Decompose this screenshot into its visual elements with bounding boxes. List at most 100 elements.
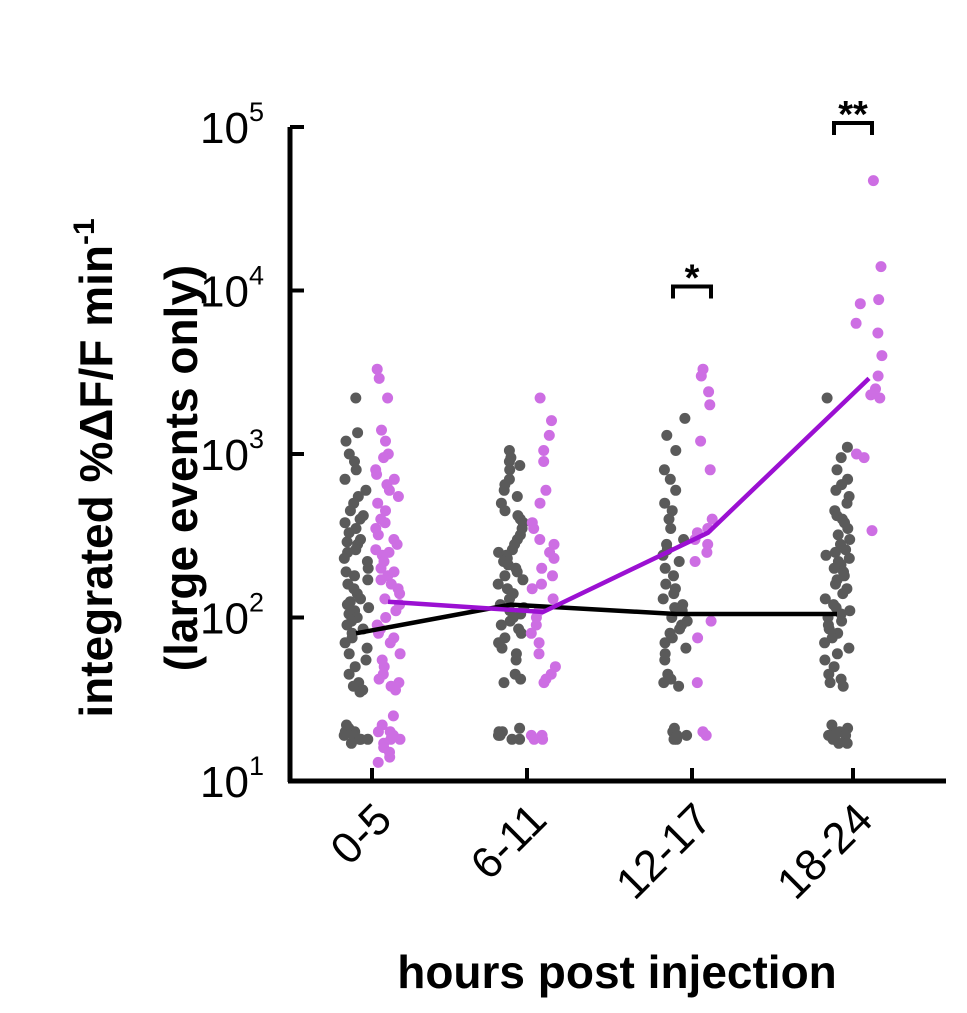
control-point <box>843 552 855 564</box>
control-point <box>668 733 680 745</box>
control-point <box>343 527 355 539</box>
control-point <box>837 588 849 600</box>
treated-point <box>874 392 886 404</box>
treated-point <box>391 538 403 550</box>
treated-point <box>872 327 884 339</box>
treated-point <box>873 294 885 306</box>
treated-point <box>536 562 548 574</box>
control-point <box>495 619 507 631</box>
control-point <box>349 661 361 673</box>
treated-point <box>530 619 542 631</box>
control-point <box>659 654 671 666</box>
treated-point <box>379 593 391 605</box>
y-tick-label: 102 <box>200 588 264 644</box>
treated-point <box>703 386 715 398</box>
significance-bracket <box>671 284 713 299</box>
control-point <box>830 484 842 496</box>
control-point <box>341 599 353 611</box>
control-point <box>511 566 523 578</box>
significance-label: ** <box>838 94 868 136</box>
control-point <box>832 529 844 541</box>
treated-point <box>379 517 391 529</box>
control-point <box>668 588 680 600</box>
treated-point <box>547 570 558 582</box>
treated-point <box>705 615 717 627</box>
control-point <box>819 593 831 605</box>
control-point <box>499 505 511 517</box>
control-point <box>349 456 360 467</box>
treated-point <box>387 710 399 722</box>
control-point <box>514 733 526 745</box>
treated-point <box>689 556 701 567</box>
control-point <box>659 637 671 649</box>
control-point <box>828 562 840 574</box>
control-point <box>843 642 855 654</box>
x-tick-label: 0-5 <box>321 794 401 874</box>
control-point <box>840 544 852 556</box>
control-point <box>514 460 526 471</box>
treated-point <box>548 538 560 550</box>
y-tick-label: 101 <box>200 751 264 807</box>
control-point <box>503 456 515 467</box>
treated-point <box>528 733 540 745</box>
control-point <box>831 648 843 660</box>
treated-point <box>373 673 385 685</box>
y-tick-label: 105 <box>200 97 264 153</box>
control-point <box>499 570 511 582</box>
control-point <box>657 593 669 605</box>
treated-point <box>534 392 546 404</box>
control-point <box>658 677 670 689</box>
control-point <box>666 505 678 517</box>
control-point <box>659 562 671 574</box>
control-point <box>841 497 853 509</box>
significance-markers: *** <box>671 94 874 300</box>
significance-bracket <box>832 121 874 135</box>
control-point <box>841 441 853 453</box>
control-point <box>836 615 848 627</box>
treated-point <box>691 677 703 689</box>
treated-point <box>383 484 395 496</box>
control-point <box>349 570 360 582</box>
control-point <box>339 637 351 649</box>
treated-point <box>384 751 396 763</box>
treated-point <box>394 733 406 745</box>
treated-point <box>372 497 384 509</box>
treated-point <box>702 538 714 550</box>
control-point <box>362 733 374 745</box>
y-ticks: 101 102 103 104 105 <box>200 97 304 807</box>
treated-point <box>375 562 387 574</box>
control-point <box>674 623 686 635</box>
control-point <box>345 737 357 749</box>
control-point <box>515 627 527 639</box>
control-point <box>673 680 685 692</box>
control-point <box>354 733 366 745</box>
y-axis-title: integrated %ΔF/F min-1 (large events onl… <box>68 218 207 717</box>
treated-point <box>392 491 404 502</box>
treated-point <box>394 648 406 660</box>
data-points <box>338 175 888 768</box>
x-ticks: 0-5 6-11 12-17 18-24 <box>321 768 882 909</box>
control-point <box>670 445 682 456</box>
treated-point <box>548 552 560 564</box>
control-point <box>665 523 677 534</box>
treated-point <box>538 456 550 467</box>
control-point <box>340 435 352 447</box>
treated-point <box>534 497 546 509</box>
y-tick-label: 104 <box>200 261 264 317</box>
control-point <box>820 549 832 561</box>
y-axis-title-line1: integrated %ΔF/F min <box>70 245 122 718</box>
control-point <box>661 429 673 441</box>
treated-point <box>701 546 713 558</box>
control-point <box>510 654 522 666</box>
treated-point <box>858 452 870 464</box>
control-point <box>835 452 847 464</box>
treated-point <box>380 612 392 623</box>
treated-point <box>876 350 888 362</box>
control-point <box>492 578 504 590</box>
treated-point <box>692 632 704 644</box>
control-point <box>515 673 527 685</box>
control-point <box>679 412 691 424</box>
treated-point <box>382 392 394 404</box>
control-point <box>841 737 853 749</box>
treated-point <box>854 298 866 310</box>
